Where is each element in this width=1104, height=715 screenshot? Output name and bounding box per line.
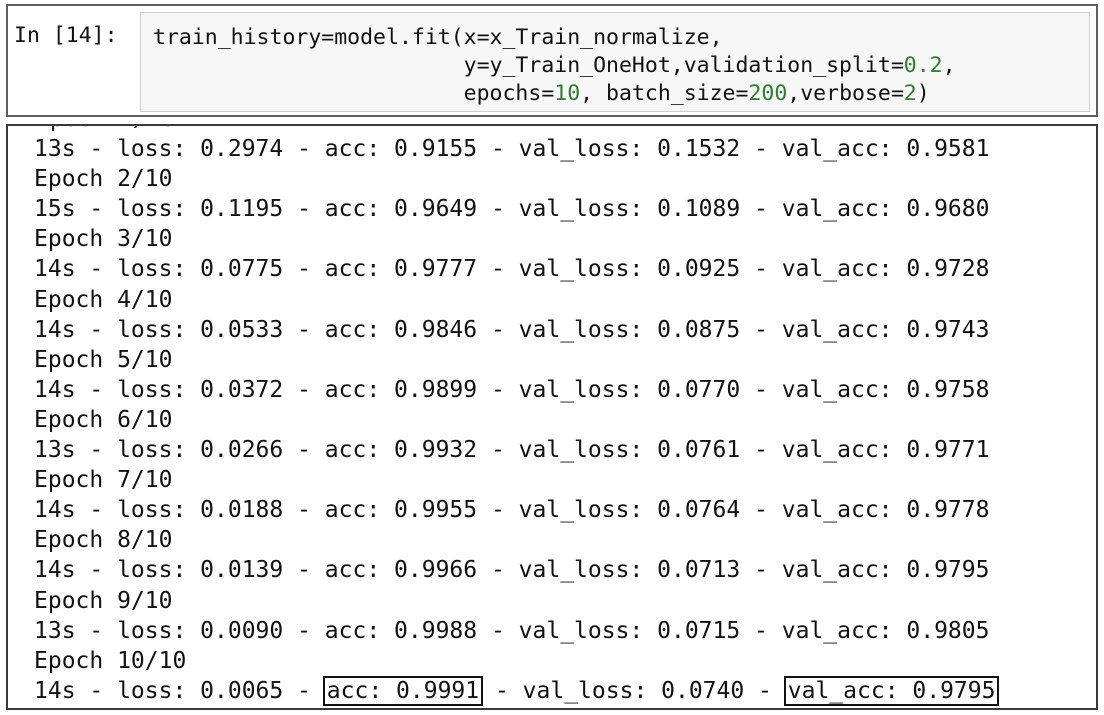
training-log-line: 15s - loss: 0.1195 - acc: 0.9649 - val_l…: [34, 196, 990, 223]
code-text: epochs=: [153, 81, 555, 106]
code-text: , batch_size=: [580, 81, 749, 106]
training-log-line: 13s - loss: 0.0090 - acc: 0.9988 - val_l…: [34, 617, 990, 644]
code-text: y=y_Train_OneHot,validation_split=: [153, 53, 904, 78]
code-text: ): [916, 81, 930, 106]
code-number-literal: 10: [554, 81, 581, 106]
training-log-line: 14s - loss: 0.0188 - acc: 0.9955 - val_l…: [34, 497, 990, 524]
output-cut-line: Epoch 1/10: [36, 126, 174, 134]
epoch-header: Epoch 3/10: [34, 226, 173, 253]
code-text: ,: [942, 53, 956, 78]
code-number-literal: 2: [903, 81, 917, 106]
code-input-cell[interactable]: In [14]: train_history=model.fit(x=x_Tra…: [6, 4, 1098, 117]
output-cell: Epoch 1/10 13s - loss: 0.2974 - acc: 0.9…: [6, 124, 1098, 710]
epoch-header: Epoch 10/10: [34, 647, 187, 674]
training-log-line: 13s - loss: 0.2974 - acc: 0.9155 - val_l…: [34, 136, 990, 162]
code-editor[interactable]: train_history=model.fit(x=x_Train_normal…: [140, 12, 1090, 112]
final-val-acc-highlight: val_acc: 0.9795: [783, 675, 1000, 706]
epoch-header: Epoch 4/10: [34, 286, 173, 313]
epoch-header: Epoch 5/10: [34, 346, 173, 373]
code-line: train_history=model.fit(x=x_Train_normal…: [153, 23, 723, 53]
training-log-line: 13s - loss: 0.0266 - acc: 0.9932 - val_l…: [34, 437, 990, 463]
code-number-literal: 200: [748, 81, 788, 106]
training-log-line: 14s - loss: 0.0533 - acc: 0.9846 - val_l…: [34, 316, 990, 343]
code-text: train_history=model.fit(x=x_Train_normal…: [153, 25, 723, 50]
training-log-line-final: 14s - loss: 0.0065 - acc: 0.9991 - val_l…: [34, 675, 1000, 706]
code-line: y=y_Train_OneHot,validation_split=0.2,: [153, 51, 956, 81]
epoch-header: Epoch 2/10: [34, 166, 173, 193]
epoch-header: Epoch 8/10: [34, 527, 173, 554]
code-line: epochs=10, batch_size=200,verbose=2): [153, 79, 930, 109]
log-text: 14s - loss: 0.0065 -: [34, 677, 325, 704]
log-text: - val_loss: 0.0740 -: [481, 677, 786, 704]
final-acc-highlight: acc: 0.9991: [322, 675, 484, 706]
epoch-header: Epoch 9/10: [34, 587, 173, 614]
epoch-header: Epoch 6/10: [34, 406, 173, 433]
training-log-line: 14s - loss: 0.0139 - acc: 0.9966 - val_l…: [34, 557, 990, 584]
code-text: ,verbose=: [787, 81, 904, 106]
code-number-literal: 0.2: [903, 53, 943, 78]
input-prompt: In [14]:: [14, 23, 118, 48]
epoch-header: Epoch 7/10: [34, 467, 173, 494]
training-log-line: 14s - loss: 0.0372 - acc: 0.9899 - val_l…: [34, 376, 990, 403]
training-log-line: 14s - loss: 0.0775 - acc: 0.9777 - val_l…: [34, 256, 990, 283]
